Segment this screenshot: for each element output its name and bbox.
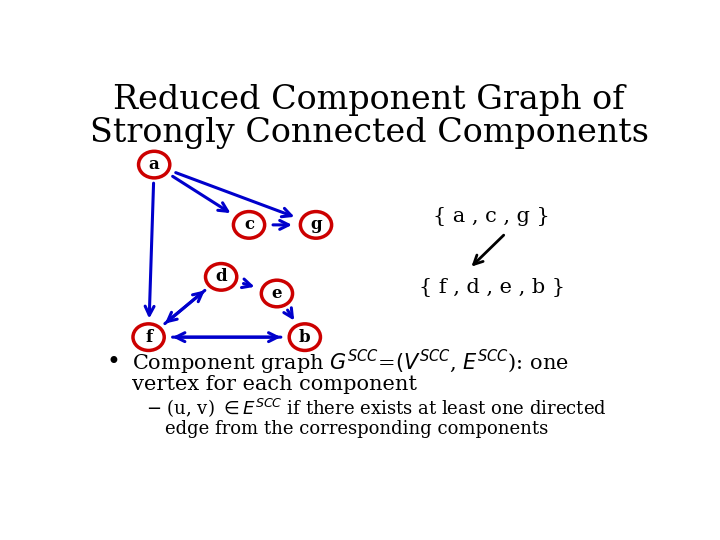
Ellipse shape xyxy=(289,324,320,350)
Text: $-$ (u, v) $\in$$E^{SCC}$ if there exists at least one directed: $-$ (u, v) $\in$$E^{SCC}$ if there exist… xyxy=(145,396,606,419)
Text: d: d xyxy=(215,268,227,285)
Text: •: • xyxy=(107,350,121,374)
Text: { a , c , g }: { a , c , g } xyxy=(433,207,550,226)
Text: e: e xyxy=(271,285,282,302)
Text: f: f xyxy=(145,329,152,346)
Text: a: a xyxy=(149,156,160,173)
Text: vertex for each component: vertex for each component xyxy=(132,375,417,394)
Text: { f , d , e , b }: { f , d , e , b } xyxy=(419,278,564,297)
Ellipse shape xyxy=(261,280,292,307)
Text: g: g xyxy=(310,217,322,233)
Ellipse shape xyxy=(205,264,237,290)
Ellipse shape xyxy=(138,151,170,178)
Ellipse shape xyxy=(233,212,265,238)
Text: c: c xyxy=(244,217,254,233)
Text: Component graph $G^{SCC}$=$(V^{SCC}$, $E^{SCC}$): one: Component graph $G^{SCC}$=$(V^{SCC}$, $E… xyxy=(132,348,569,377)
Ellipse shape xyxy=(300,212,332,238)
Text: edge from the corresponding components: edge from the corresponding components xyxy=(166,420,549,437)
Text: Reduced Component Graph of: Reduced Component Graph of xyxy=(113,84,625,116)
Text: Strongly Connected Components: Strongly Connected Components xyxy=(89,117,649,149)
Ellipse shape xyxy=(133,324,164,350)
Text: b: b xyxy=(299,329,310,346)
